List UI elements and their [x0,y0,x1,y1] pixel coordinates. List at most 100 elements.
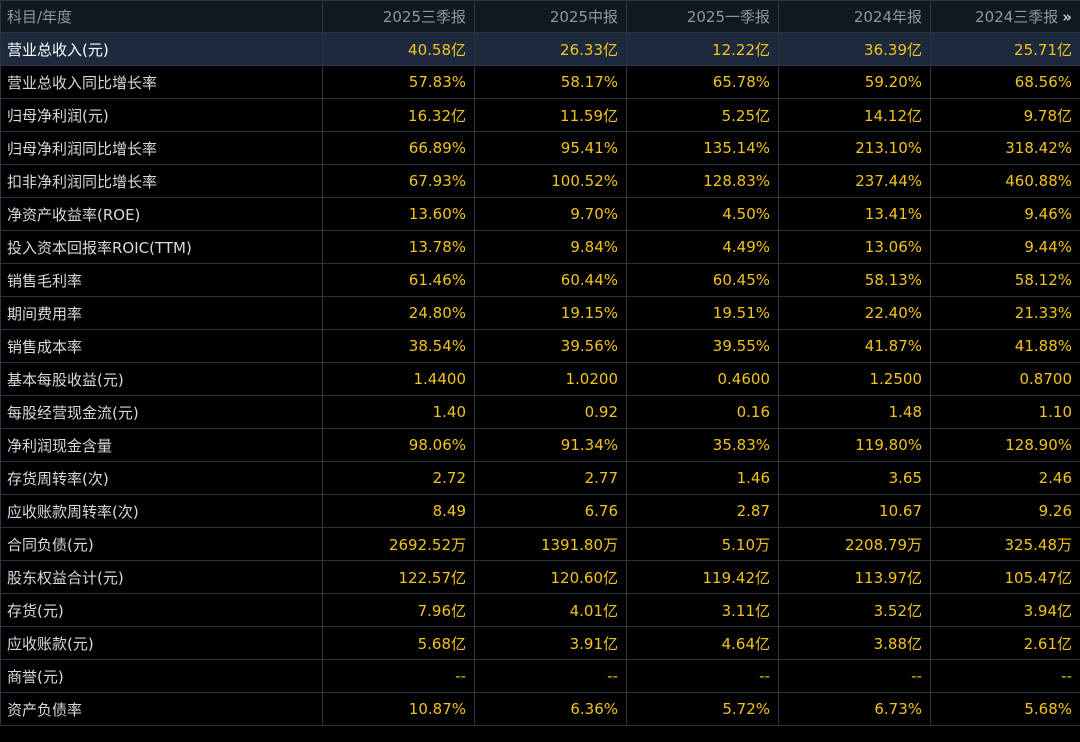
table-row[interactable]: 基本每股收益(元) 1.4400 1.0200 0.4600 1.2500 0.8700 [0,362,1080,396]
table-row[interactable]: 期间费用率 24.80% 19.15% 19.51% 22.40% 21.33% [0,296,1080,330]
value-cell: 58.17% [474,65,627,99]
value-cell: 98.06% [322,428,475,462]
table-row[interactable]: 应收账款周转率(次) 8.49 6.76 2.87 10.67 9.26 [0,494,1080,528]
period-header-2025-q1[interactable]: 2025一季报 [626,0,779,33]
value-cell: 36.39亿 [778,32,931,66]
value-cell: 40.58亿 [322,32,475,66]
table-row[interactable]: 投入资本回报率ROIC(TTM) 13.78% 9.84% 4.49% 13.06% 9.… [0,230,1080,264]
period-header-2024-q3-label[interactable]: 2024三季报 [975,8,1059,26]
value-cell: 13.60% [322,197,475,231]
period-header-2025-q3[interactable]: 2025三季报 [322,0,475,33]
header-label-cell: 科目/年度 [0,0,323,33]
value-cell: -- [626,659,779,693]
value-cell: 9.26 [930,494,1080,528]
value-cell: 1.10 [930,395,1080,429]
value-cell: 113.97亿 [778,560,931,594]
table-row[interactable]: 营业总收入同比增长率 57.83% 58.17% 65.78% 59.20% 68.56% [0,65,1080,99]
table-row[interactable]: 净利润现金含量 98.06% 91.34% 35.83% 119.80% 128.90% [0,428,1080,462]
value-cell: 58.12% [930,263,1080,297]
value-cell: 58.13% [778,263,931,297]
value-cell: 2692.52万 [322,527,475,561]
table-row[interactable]: 商誉(元) -- -- -- -- -- [0,659,1080,693]
row-label: 净资产收益率(ROE) [0,197,323,231]
table-row[interactable]: 扣非净利润同比增长率 67.93% 100.52% 128.83% 237.44% 460… [0,164,1080,198]
table-row[interactable]: 合同负债(元) 2692.52万 1391.80万 5.10万 2208.79万 325.… [0,527,1080,561]
value-cell: 119.80% [778,428,931,462]
value-cell: 95.41% [474,131,627,165]
value-cell: 3.11亿 [626,593,779,627]
value-cell: 1391.80万 [474,527,627,561]
value-cell: 41.87% [778,329,931,363]
value-cell: 67.93% [322,164,475,198]
period-header-2024-annual[interactable]: 2024年报 [778,0,931,33]
value-cell: 120.60亿 [474,560,627,594]
table-body: 营业总收入(元) 40.58亿 26.33亿 12.22亿 36.39亿 25.71亿 营业… [0,32,1080,726]
table-row[interactable]: 净资产收益率(ROE) 13.60% 9.70% 4.50% 13.41% 9.46% [0,197,1080,231]
period-header-2024-q3[interactable]: 2024三季报» [930,0,1080,33]
value-cell: 10.87% [322,692,475,726]
value-cell: 9.44% [930,230,1080,264]
value-cell: 5.72% [626,692,779,726]
value-cell: 66.89% [322,131,475,165]
value-cell: -- [930,659,1080,693]
value-cell: 68.56% [930,65,1080,99]
value-cell: 3.65 [778,461,931,495]
value-cell: 213.10% [778,131,931,165]
value-cell: 35.83% [626,428,779,462]
value-cell: 7.96亿 [322,593,475,627]
value-cell: 105.47亿 [930,560,1080,594]
table-header: 科目/年度 2025三季报 2025中报 2025一季报 2024年报 2024… [0,0,1080,33]
table-row[interactable]: 归母净利润同比增长率 66.89% 95.41% 135.14% 213.10% 318.… [0,131,1080,165]
row-label: 归母净利润(元) [0,98,323,132]
value-cell: 128.90% [930,428,1080,462]
table-row[interactable]: 销售毛利率 61.46% 60.44% 60.45% 58.13% 58.12% [0,263,1080,297]
row-label: 期间费用率 [0,296,323,330]
row-label: 应收账款(元) [0,626,323,660]
value-cell: 39.55% [626,329,779,363]
value-cell: 13.41% [778,197,931,231]
value-cell: 65.78% [626,65,779,99]
value-cell: 122.57亿 [322,560,475,594]
table-row[interactable]: 归母净利润(元) 16.32亿 11.59亿 5.25亿 14.12亿 9.78亿 [0,98,1080,132]
value-cell: 39.56% [474,329,627,363]
value-cell: 318.42% [930,131,1080,165]
value-cell: 1.48 [778,395,931,429]
value-cell: 1.2500 [778,362,931,396]
value-cell: -- [778,659,931,693]
table-row[interactable]: 应收账款(元) 5.68亿 3.91亿 4.64亿 3.88亿 2.61亿 [0,626,1080,660]
table-row[interactable]: 每股经营现金流(元) 1.40 0.92 0.16 1.48 1.10 [0,395,1080,429]
value-cell: 2.61亿 [930,626,1080,660]
value-cell: 9.84% [474,230,627,264]
value-cell: 3.52亿 [778,593,931,627]
value-cell: 38.54% [322,329,475,363]
row-label: 存货(元) [0,593,323,627]
value-cell: 19.15% [474,296,627,330]
value-cell: 5.25亿 [626,98,779,132]
table-row[interactable]: 股东权益合计(元) 122.57亿 120.60亿 119.42亿 113.97亿 105… [0,560,1080,594]
value-cell: 4.01亿 [474,593,627,627]
row-label: 归母净利润同比增长率 [0,131,323,165]
value-cell: 13.78% [322,230,475,264]
value-cell: 19.51% [626,296,779,330]
table-row[interactable]: 资产负债率 10.87% 6.36% 5.72% 6.73% 5.68% [0,692,1080,726]
row-label: 应收账款周转率(次) [0,494,323,528]
table-row[interactable]: 销售成本率 38.54% 39.56% 39.55% 41.87% 41.88% [0,329,1080,363]
row-label: 投入资本回报率ROIC(TTM) [0,230,323,264]
row-label: 销售成本率 [0,329,323,363]
table-row[interactable]: 存货周转率(次) 2.72 2.77 1.46 3.65 2.46 [0,461,1080,495]
table-row[interactable]: 营业总收入(元) 40.58亿 26.33亿 12.22亿 36.39亿 25.71亿 [0,32,1080,66]
value-cell: 325.48万 [930,527,1080,561]
value-cell: -- [474,659,627,693]
value-cell: 2.72 [322,461,475,495]
value-cell: 11.59亿 [474,98,627,132]
value-cell: 26.33亿 [474,32,627,66]
period-header-2025-h1[interactable]: 2025中报 [474,0,627,33]
row-label: 存货周转率(次) [0,461,323,495]
value-cell: 1.46 [626,461,779,495]
value-cell: 3.94亿 [930,593,1080,627]
table-row[interactable]: 存货(元) 7.96亿 4.01亿 3.11亿 3.52亿 3.94亿 [0,593,1080,627]
value-cell: 2.46 [930,461,1080,495]
more-periods-icon[interactable]: » [1062,8,1072,26]
value-cell: 0.92 [474,395,627,429]
value-cell: 6.36% [474,692,627,726]
